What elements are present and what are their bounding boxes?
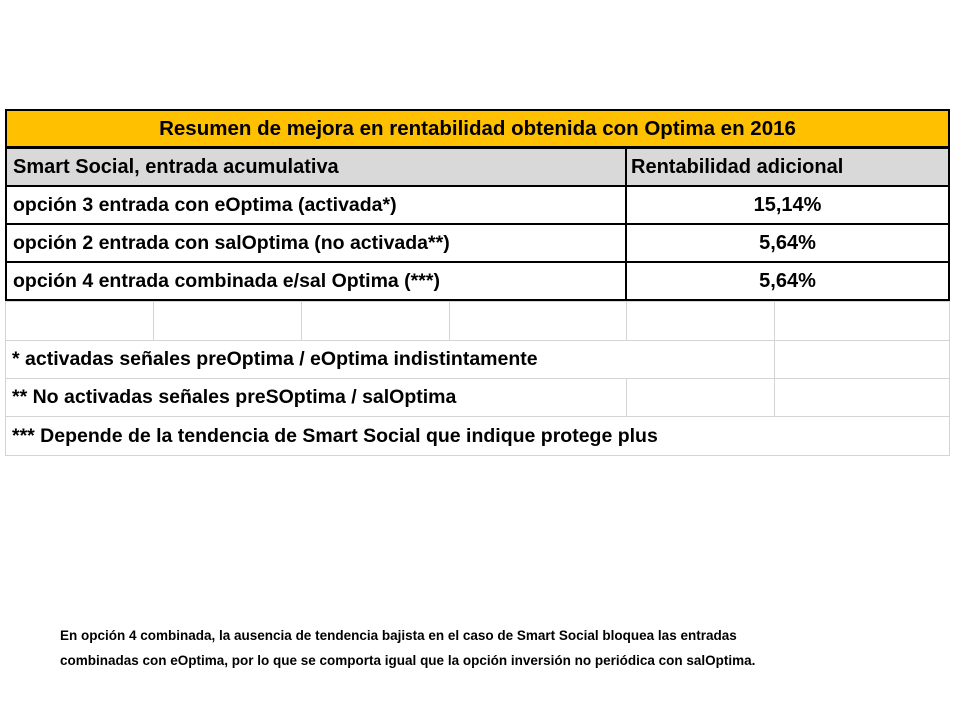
row-label-option-3: opción 3 entrada con eOptima (activada*) bbox=[5, 185, 627, 225]
row-value-option-3: 15,14% bbox=[625, 185, 950, 225]
empty-cell bbox=[774, 301, 950, 341]
empty-cell bbox=[5, 301, 154, 341]
row-label-option-4: opción 4 entrada combinada e/sal Optima … bbox=[5, 261, 627, 301]
row-value-option-2: 5,64% bbox=[625, 223, 950, 263]
empty-cell bbox=[626, 378, 775, 417]
row-label-option-2: opción 2 entrada con salOptima (no activ… bbox=[5, 223, 627, 263]
table-title: Resumen de mejora en rentabilidad obteni… bbox=[5, 109, 950, 148]
header-strategy: Smart Social, entrada acumulativa bbox=[5, 147, 627, 187]
note-2: ** No activadas señales preSOptima / sal… bbox=[5, 378, 627, 417]
empty-cell bbox=[774, 378, 950, 417]
empty-cell bbox=[301, 301, 450, 341]
empty-cell bbox=[153, 301, 302, 341]
empty-cell bbox=[626, 301, 775, 341]
row-value-option-4: 5,64% bbox=[625, 261, 950, 301]
empty-cell bbox=[449, 301, 627, 341]
header-return: Rentabilidad adicional bbox=[625, 147, 950, 187]
note-3: *** Depende de la tendencia de Smart Soc… bbox=[5, 416, 950, 456]
note-1: * activadas señales preOptima / eOptima … bbox=[5, 340, 775, 379]
footnote-line-2: combinadas con eOptima, por lo que se co… bbox=[60, 653, 756, 668]
empty-cell bbox=[774, 340, 950, 379]
footnote-line-1: En opción 4 combinada, la ausencia de te… bbox=[60, 628, 737, 643]
